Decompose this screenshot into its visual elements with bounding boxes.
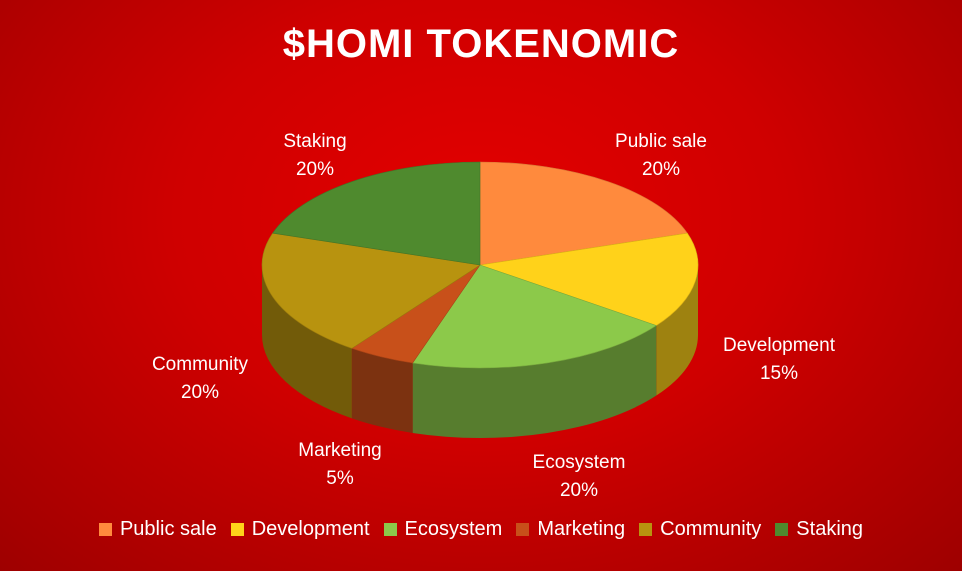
legend-label-community: Community — [660, 518, 762, 540]
chart-title: $HOMI TOKENOMIC — [282, 22, 680, 66]
legend-label-development: Development — [251, 518, 370, 540]
legend: Public sale Development Ecosystem Market… — [0, 518, 962, 541]
legend-swatch-development — [230, 523, 244, 536]
legend-item-public-sale: Public sale — [98, 518, 217, 541]
data-label-marketing-value: 5% — [326, 468, 354, 489]
legend-swatch-public-sale — [98, 523, 112, 536]
pie-slice-ecosystem — [412, 264, 658, 369]
pie-side-marketing — [351, 348, 413, 433]
data-label-community-value: 20% — [180, 382, 220, 403]
legend-swatch-marketing — [516, 523, 530, 536]
legend-label-staking: Staking — [796, 518, 864, 540]
pie-slice-public-sale — [479, 161, 688, 266]
data-label-marketing-name: Marketing — [298, 440, 382, 461]
data-label-public-sale-value: 20% — [641, 159, 681, 180]
data-label-community: Community 20% — [152, 351, 248, 407]
pie-side-walls — [262, 265, 698, 438]
pie-slice-staking — [272, 161, 481, 266]
legend-swatch-community — [639, 523, 653, 536]
data-label-development-name: Development — [723, 335, 835, 356]
data-label-staking-value: 20% — [295, 159, 335, 180]
data-label-public-sale-name: Public sale — [615, 131, 707, 152]
data-label-development-value: 15% — [759, 363, 799, 384]
data-label-ecosystem: Ecosystem 20% — [533, 449, 626, 505]
pie-side-community — [262, 265, 352, 419]
data-label-development: Development 15% — [723, 332, 835, 388]
legend-item-staking: Staking — [775, 518, 863, 541]
data-label-staking: Staking 20% — [283, 128, 346, 184]
legend-label-public-sale: Public sale — [119, 518, 217, 540]
legend-swatch-ecosystem — [383, 523, 397, 536]
pie-side-ecosystem — [412, 325, 657, 438]
legend-item-development: Development — [230, 518, 370, 541]
legend-item-ecosystem: Ecosystem — [383, 518, 503, 541]
pie-slice-community — [261, 232, 481, 349]
legend-swatch-staking — [775, 523, 789, 536]
legend-label-marketing: Marketing — [537, 518, 626, 540]
data-label-marketing: Marketing 5% — [298, 437, 381, 493]
legend-item-marketing: Marketing — [516, 518, 625, 541]
data-label-community-name: Community — [151, 354, 249, 375]
pie-slice-development — [479, 232, 699, 326]
pie-side-development — [656, 265, 698, 396]
data-label-staking-name: Staking — [283, 131, 347, 152]
data-label-ecosystem-value: 20% — [559, 480, 599, 501]
legend-item-community: Community — [639, 518, 761, 541]
data-label-public-sale: Public sale 20% — [615, 128, 707, 184]
data-label-ecosystem-name: Ecosystem — [532, 452, 626, 473]
legend-label-ecosystem: Ecosystem — [404, 518, 503, 540]
pie-top-faces — [261, 161, 699, 369]
